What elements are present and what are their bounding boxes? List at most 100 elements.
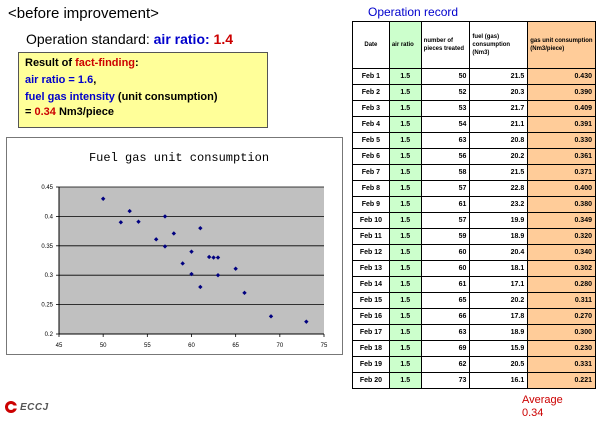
cell-date: Feb 10 — [352, 212, 390, 229]
cell-unit-consumption: 0.331 — [527, 356, 596, 373]
cell-pieces: 54 — [420, 116, 471, 133]
cell-date: Feb 8 — [352, 180, 390, 197]
cell-unit-consumption: 0.320 — [527, 228, 596, 245]
cell-air-ratio: 1.5 — [388, 244, 422, 261]
cell-fuel: 20.2 — [469, 292, 529, 309]
cell-pieces: 61 — [420, 276, 471, 293]
cell-unit-consumption: 0.302 — [527, 260, 596, 277]
cell-date: Feb 4 — [352, 116, 390, 133]
eccj-logo-icon — [5, 401, 18, 413]
cell-date: Feb 14 — [352, 276, 390, 293]
table-row: Feb 2 1.5 52 20.3 0.390 — [352, 84, 596, 101]
y-tick-label: 0.45 — [41, 185, 53, 191]
cell-pieces: 63 — [420, 324, 471, 341]
y-tick-label: 0.35 — [41, 244, 53, 250]
cell-pieces: 65 — [420, 292, 471, 309]
cell-air-ratio: 1.5 — [388, 372, 422, 389]
cell-date: Feb 17 — [352, 324, 390, 341]
cell-pieces: 63 — [420, 132, 471, 149]
cell-pieces: 57 — [420, 180, 471, 197]
cell-date: Feb 13 — [352, 260, 390, 277]
data-point — [189, 271, 194, 277]
intensity-finding: fuel gas intensity (unit consumption) — [25, 91, 218, 103]
cell-fuel: 20.8 — [469, 132, 529, 149]
table-body: Feb 1 1.5 50 21.5 0.430 Feb 2 1.5 52 20.3 0.390 Fe… — [352, 68, 596, 389]
cell-unit-consumption: 0.391 — [527, 116, 596, 133]
cell-air-ratio: 1.5 — [388, 260, 422, 277]
table-row: Feb 11 1.5 59 18.9 0.320 — [352, 228, 596, 245]
cell-unit-consumption: 0.371 — [527, 164, 596, 181]
tick-labels: 0.2 0.25 0.3 0.35 0.4 0.45 45 50 55 60 65 70 75 — [41, 185, 328, 349]
fact-finding-box: Result of fact-finding: air ratio = 1.6,… — [18, 52, 268, 128]
table-row: Feb 14 1.5 61 17.1 0.280 — [352, 276, 596, 293]
cell-date: Feb 5 — [352, 132, 390, 149]
header-unit-consumption: gas unit consumption (Nm3/piece) — [527, 21, 596, 69]
header-air-ratio: air ratio — [388, 21, 422, 69]
cell-fuel: 17.1 — [469, 276, 529, 293]
cell-air-ratio: 1.5 — [388, 100, 422, 117]
cell-air-ratio: 1.5 — [388, 148, 422, 165]
cell-fuel: 18.9 — [469, 324, 529, 341]
data-point — [215, 273, 221, 278]
cell-unit-consumption: 0.221 — [527, 372, 596, 389]
cell-unit-consumption: 0.430 — [527, 68, 596, 85]
y-tick-label: 0.25 — [41, 303, 53, 309]
axes — [56, 186, 325, 337]
table-row: Feb 5 1.5 63 20.8 0.330 — [352, 132, 596, 149]
cell-air-ratio: 1.5 — [388, 292, 422, 309]
operation-record-title: Operation record — [368, 5, 459, 19]
cell-air-ratio: 1.5 — [388, 196, 422, 213]
cell-unit-consumption: 0.280 — [527, 276, 596, 293]
cell-fuel: 20.2 — [469, 148, 529, 165]
average-label: Average — [522, 394, 563, 406]
table-row: Feb 4 1.5 54 21.1 0.391 — [352, 116, 596, 133]
cell-date: Feb 7 — [352, 164, 390, 181]
cell-fuel: 18.9 — [469, 228, 529, 245]
data-point — [100, 196, 106, 201]
cell-air-ratio: 1.5 — [388, 276, 422, 293]
table-header-row: Date air ratio number of pieces treated … — [352, 21, 596, 69]
data-point — [198, 284, 203, 290]
scatter-chart: Fuel gas unit consumption 0.2 0.25 0.3 0.35… — [41, 151, 328, 349]
cell-fuel: 17.8 — [469, 308, 529, 325]
data-point — [206, 254, 212, 260]
header-date: Date — [352, 21, 390, 69]
x-tick-label: 70 — [276, 343, 283, 349]
data-point — [233, 266, 238, 271]
cell-air-ratio: 1.5 — [388, 228, 422, 245]
table-row: Feb 1 1.5 50 21.5 0.430 — [352, 68, 596, 85]
table-row: Feb 18 1.5 69 15.9 0.230 — [352, 340, 596, 357]
cell-date: Feb 2 — [352, 84, 390, 101]
cell-unit-consumption: 0.361 — [527, 148, 596, 165]
data-point — [162, 214, 168, 219]
cell-date: Feb 3 — [352, 100, 390, 117]
x-tick-label: 75 — [321, 343, 328, 349]
data-point — [118, 220, 124, 225]
cell-unit-consumption: 0.230 — [527, 340, 596, 357]
standard-label: Operation standard: — [26, 31, 150, 47]
cell-date: Feb 16 — [352, 308, 390, 325]
cell-fuel: 21.5 — [469, 164, 529, 181]
x-tick-label: 55 — [144, 343, 151, 349]
cell-date: Feb 11 — [352, 228, 390, 245]
table-row: Feb 6 1.5 56 20.2 0.361 — [352, 148, 596, 165]
cell-fuel: 23.2 — [469, 196, 529, 213]
data-point — [268, 314, 274, 319]
y-tick-label: 0.3 — [45, 273, 54, 279]
x-tick-label: 45 — [56, 343, 63, 349]
cell-air-ratio: 1.5 — [388, 84, 422, 101]
cell-pieces: 50 — [420, 68, 471, 85]
average-value: 0.34 — [522, 407, 544, 419]
cell-fuel: 18.1 — [469, 260, 529, 277]
cell-unit-consumption: 0.349 — [527, 212, 596, 229]
operation-record-table: Date air ratio number of pieces treated … — [352, 21, 596, 389]
cell-date: Feb 18 — [352, 340, 390, 357]
cell-date: Feb 9 — [352, 196, 390, 213]
header-pieces: number of pieces treated — [420, 21, 471, 69]
cell-pieces: 73 — [420, 372, 471, 389]
cell-date: Feb 12 — [352, 244, 390, 261]
cell-air-ratio: 1.5 — [388, 212, 422, 229]
table-row: Feb 3 1.5 53 21.7 0.409 — [352, 100, 596, 117]
cell-air-ratio: 1.5 — [388, 164, 422, 181]
data-point — [198, 225, 203, 231]
